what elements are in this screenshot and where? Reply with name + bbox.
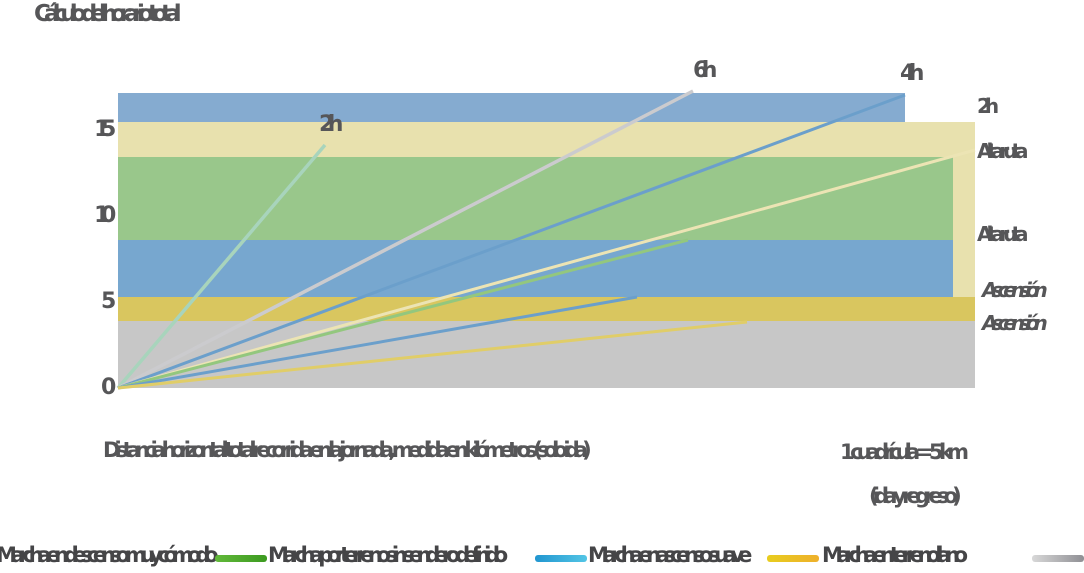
linea-crema: [117, 148, 976, 390]
x-axis-note-1: 1 cuadrícula = 5 km: [840, 440, 969, 464]
band-zona-ocre: [118, 297, 975, 321]
right-edge-label-1: Alta ruta: [977, 139, 1028, 163]
right-edge-label-3: Ascensión: [982, 278, 1048, 302]
y-tick-5: 5: [101, 289, 116, 314]
legend-label-1: Marcha por terreno sin sendero definido: [268, 543, 508, 567]
right-edge-label-4: Ascensión: [982, 311, 1048, 335]
y-tick-0: 0: [101, 375, 116, 400]
legend-dash-1: [535, 555, 587, 562]
legend-label-0: Marcha en descenso muy cómodo: [0, 543, 219, 567]
legend-dash-3: [1032, 555, 1084, 562]
right-edge-label-0: 2h: [977, 94, 999, 118]
band-zona-azul-superior: [118, 93, 905, 122]
x-axis-label: Distancia horizontal total recorrida en …: [103, 438, 592, 462]
linea-verde: [117, 238, 689, 390]
linea-azul-oscura: [117, 93, 906, 390]
linea-verde-clara: [116, 143, 327, 390]
y-tick-15: 15: [94, 117, 116, 142]
chart-title: Cálculo del horario total: [34, 1, 182, 27]
right-edge-label-2: Alta ruta: [977, 222, 1028, 246]
legend-label-3: Marcha en terreno llano: [822, 543, 968, 567]
line-end-label-0: 2h: [319, 112, 343, 137]
linea-gris: [117, 89, 694, 390]
band-zona-azul: [118, 240, 953, 297]
y-tick-10: 10: [94, 203, 116, 228]
x-axis-note-2: (ida y regreso): [869, 484, 962, 508]
linea-amarilla: [117, 320, 748, 390]
legend-label-2: Marcha en ascenso suave: [588, 543, 752, 567]
line-end-label-2: 4h: [900, 61, 924, 86]
linea-azul: [117, 295, 638, 390]
legend-dash-2: [767, 555, 819, 562]
legend-dash-0: [215, 555, 267, 562]
line-end-label-1: 6h: [693, 58, 717, 83]
band-zona-gris: [118, 321, 975, 388]
